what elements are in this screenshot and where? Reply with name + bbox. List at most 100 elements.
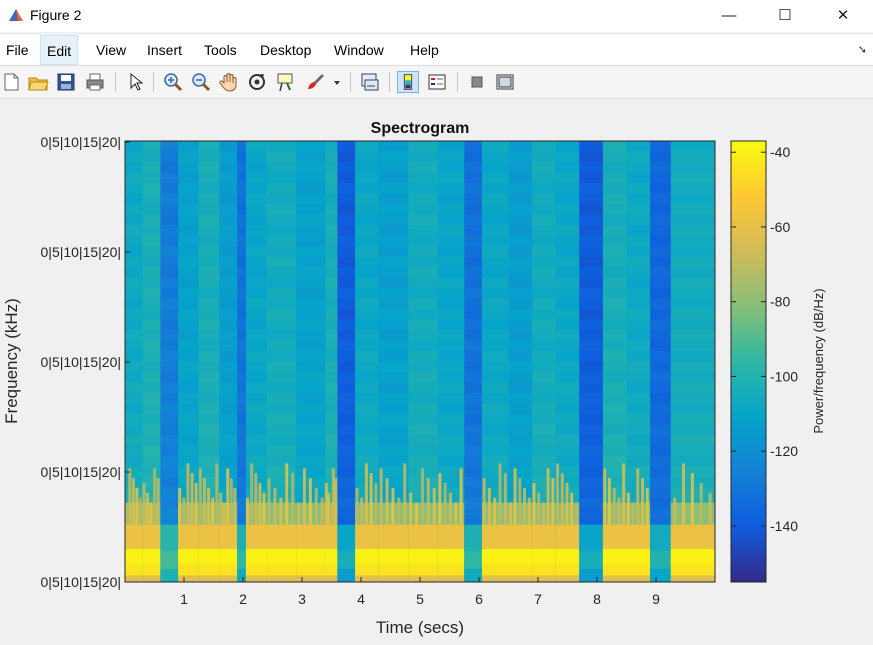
heatmap-cell: [508, 466, 533, 478]
heatmap-cell: [237, 424, 247, 436]
heatmap-cell: [178, 277, 200, 289]
heatmap-cell: [408, 382, 439, 394]
x-tick-label: 2: [239, 591, 247, 607]
heatmap-cell: [650, 277, 672, 289]
heatmap-cell: [337, 141, 356, 153]
heatmap-cell: [296, 393, 327, 405]
pointer-icon[interactable]: [124, 71, 146, 93]
pan-hand-icon[interactable]: [218, 71, 240, 93]
heatmap-cell: [378, 340, 409, 352]
link-plot-icon[interactable]: [359, 71, 381, 93]
heatmap-cell: [245, 548, 268, 565]
formant-burst: [556, 463, 560, 525]
heatmap-cell: [325, 214, 338, 226]
rotate-3d-icon[interactable]: [246, 71, 268, 93]
heatmap-cell: [532, 466, 557, 478]
heatmap-cell: [178, 575, 200, 582]
heatmap-cell: [437, 456, 465, 468]
heatmap-cell: [142, 151, 161, 163]
heatmap-cell: [508, 288, 533, 300]
heatmap-cell: [437, 151, 465, 163]
heatmap-cell: [670, 564, 715, 576]
heatmap-cell: [219, 414, 238, 426]
new-figure-icon[interactable]: [0, 71, 22, 93]
heatmap-cell: [532, 487, 557, 499]
formant-burst: [493, 497, 497, 525]
heatmap-cell: [579, 382, 604, 394]
heatmap-cell: [532, 382, 557, 394]
brush-icon[interactable]: [305, 71, 327, 93]
heatmap-cell: [245, 361, 268, 373]
data-cursor-icon[interactable]: [274, 71, 296, 93]
menu-window[interactable]: Window: [334, 42, 384, 58]
menu-view[interactable]: View: [96, 42, 127, 58]
formant-burst: [308, 478, 312, 525]
heatmap-cell: [198, 361, 220, 373]
heatmap-cell: [626, 151, 651, 163]
close-button[interactable]: ✕: [836, 7, 850, 24]
heatmap-cell: [325, 351, 338, 363]
heatmap-cell: [160, 309, 179, 321]
formant-burst: [222, 502, 226, 525]
heatmap-cell: [508, 183, 533, 195]
open-icon[interactable]: [27, 71, 49, 93]
heatmap-cell: [219, 256, 238, 268]
formant-burst: [219, 492, 223, 525]
heatmap-cell: [219, 204, 238, 216]
dock-arrow-icon[interactable]: ➘: [857, 44, 867, 56]
heatmap-cell: [125, 162, 144, 174]
heatmap-cell: [437, 277, 465, 289]
heatmap-cell: [160, 568, 179, 582]
heatmap-cell: [245, 372, 268, 384]
formant-burst: [699, 483, 703, 525]
heatmap-cell: [198, 575, 220, 582]
heatmap-cell: [481, 524, 510, 550]
heatmap-cell: [481, 564, 510, 576]
menu-file[interactable]: File: [6, 42, 29, 58]
heatmap-cell: [408, 351, 439, 363]
heatmap-cell: [464, 487, 483, 499]
heatmap-cell: [266, 162, 297, 174]
heatmap-cell: [670, 435, 715, 447]
heatmap-cell: [555, 477, 580, 489]
heatmap-cell: [579, 424, 604, 436]
heatmap-cell: [532, 445, 557, 457]
show-plot-tools-icon[interactable]: [494, 71, 516, 93]
heatmap-cell: [219, 524, 238, 550]
heatmap-cell: [602, 424, 628, 436]
heatmap-cell: [337, 508, 356, 520]
legend-icon[interactable]: [426, 71, 448, 93]
formant-burst: [454, 502, 458, 525]
minimize-button[interactable]: —: [721, 7, 737, 24]
menu-desktop[interactable]: Desktop: [260, 42, 312, 58]
hide-plot-tools-icon[interactable]: [466, 71, 488, 93]
save-icon[interactable]: [55, 71, 77, 93]
menu-edit[interactable]: Edit: [40, 35, 79, 65]
menu-insert[interactable]: Insert: [147, 42, 183, 58]
heatmap-cell: [602, 288, 628, 300]
heatmap-cell: [378, 361, 409, 373]
maximize-button[interactable]: ☐: [778, 7, 792, 24]
heatmap-cell: [237, 382, 247, 394]
zoom-out-icon[interactable]: [190, 71, 212, 93]
heatmap-cell: [219, 424, 238, 436]
menu-help[interactable]: Help: [410, 42, 439, 58]
heatmap-cell: [408, 183, 439, 195]
heatmap-cell: [650, 524, 672, 552]
menu-tools[interactable]: Tools: [204, 42, 237, 58]
print-icon[interactable]: [84, 71, 106, 93]
heatmap-cell: [532, 351, 557, 363]
heatmap-cell: [602, 141, 628, 153]
heatmap-cell: [160, 524, 179, 552]
heatmap-cell: [579, 319, 604, 331]
colorbar[interactable]: [730, 140, 767, 583]
heatmap-cell: [508, 382, 533, 394]
heatmap-cell: [160, 256, 179, 268]
dropdown-arrow-icon[interactable]: [331, 71, 343, 93]
colorbar-icon[interactable]: [397, 71, 419, 93]
heatmap-cell: [237, 551, 247, 570]
heatmap-cell: [481, 403, 510, 415]
heatmap-cell: [125, 214, 144, 226]
heatmap-cell: [125, 225, 144, 237]
zoom-in-icon[interactable]: [162, 71, 184, 93]
